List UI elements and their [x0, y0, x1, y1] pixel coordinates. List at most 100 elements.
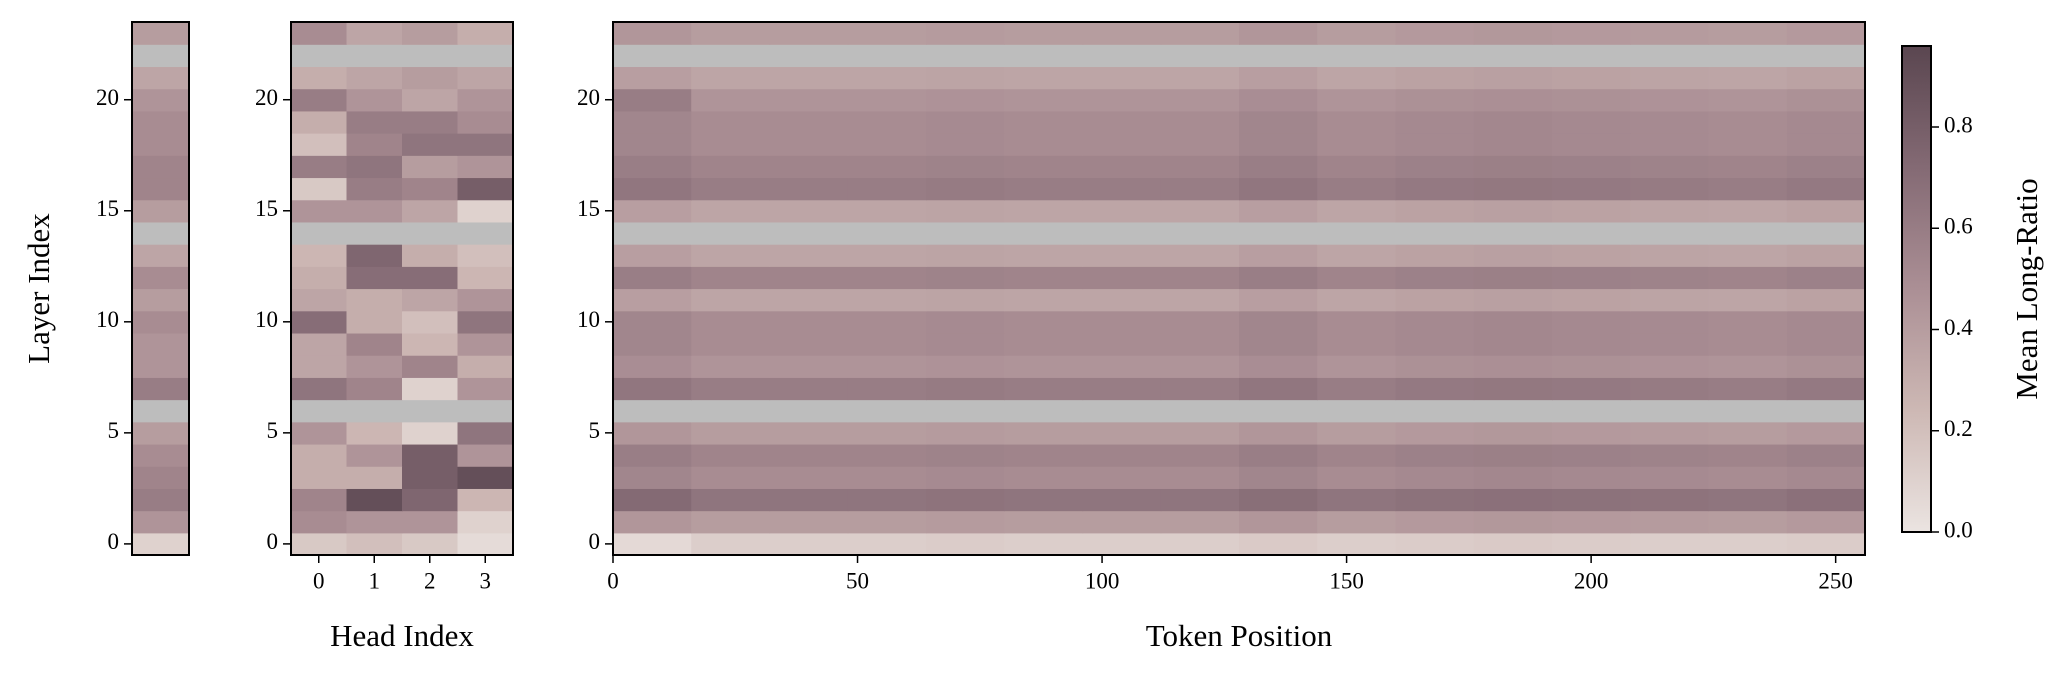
heat-cell [1473, 421, 1553, 445]
heat-cell [691, 443, 771, 467]
heat-cell [691, 466, 771, 489]
heat-cell [1160, 510, 1240, 534]
heat-cell [402, 133, 459, 156]
heat-cell [1630, 66, 1710, 90]
heat-cell [1317, 66, 1397, 90]
heat-cell [769, 377, 849, 401]
heat-cell [1082, 443, 1162, 467]
heat-cell [926, 310, 1005, 334]
heat-cell [346, 399, 403, 423]
heat-cell [691, 22, 771, 45]
heat-cell [1630, 110, 1710, 134]
heat-cell [1317, 88, 1397, 112]
heat-cell [1630, 266, 1710, 290]
x-tick-label: 2 [424, 568, 436, 593]
heat-cell [1082, 199, 1162, 223]
heat-cell [1317, 310, 1397, 334]
heat-cell [402, 466, 459, 489]
heat-cell [613, 421, 692, 445]
x-tick-label: 0 [313, 568, 325, 593]
heat-cell [346, 532, 403, 556]
heat-cell [1160, 355, 1240, 378]
heat-cell [291, 532, 348, 556]
heat-cell [691, 510, 771, 534]
heat-cell [1786, 377, 1866, 401]
y-tick-label: 20 [255, 85, 278, 110]
heat-cell [402, 44, 459, 68]
heat-cell [132, 488, 190, 512]
heat-cell [346, 44, 403, 68]
heat-cell [1395, 177, 1475, 201]
heat-cell [769, 532, 849, 556]
heat-cell [1708, 133, 1788, 156]
heat-cell [132, 22, 190, 45]
heat-cell [769, 177, 849, 201]
heat-cell [1004, 510, 1084, 534]
heat-cell [1160, 532, 1240, 556]
heat-cell [691, 355, 771, 378]
heat-cell [926, 266, 1005, 290]
heat-cell [1473, 288, 1553, 312]
heat-cell [402, 288, 459, 312]
heat-cell [1160, 177, 1240, 201]
heat-cell [291, 399, 348, 423]
heat-cell [1395, 355, 1475, 378]
heat-cell [1630, 244, 1710, 267]
heat-cell [691, 399, 771, 423]
heat-cell [1160, 88, 1240, 112]
heat-cell [132, 155, 190, 179]
heat-cell [1473, 399, 1553, 423]
heat-cell [1317, 399, 1397, 423]
x-tick-label: 200 [1574, 568, 1609, 593]
heat-cell [1552, 421, 1631, 445]
heat-cell [926, 110, 1005, 134]
heat-cell [132, 310, 190, 334]
heat-cell [1630, 133, 1710, 156]
heat-cell [1082, 177, 1162, 201]
heat-cell [1317, 266, 1397, 290]
heat-cell [1004, 421, 1084, 445]
heat-cell [1552, 288, 1631, 312]
heat-cell [346, 466, 403, 489]
heat-cell [1473, 133, 1553, 156]
heat-cell [613, 466, 692, 489]
heat-cell [1552, 221, 1631, 245]
heat-cell [1630, 421, 1710, 445]
heat-cell [1786, 199, 1866, 223]
x-axis-label: Token Position [1146, 618, 1333, 653]
heat-cell [346, 221, 403, 245]
heat-cell [1630, 177, 1710, 201]
heat-cell [291, 443, 348, 467]
heat-cell [291, 355, 348, 378]
y-tick-label: 0 [267, 529, 279, 554]
heat-cell [1082, 332, 1162, 356]
heat-cell [1786, 310, 1866, 334]
heat-cell [346, 110, 403, 134]
heat-cell [847, 310, 927, 334]
heat-cell [346, 88, 403, 112]
heat-cell [1473, 66, 1553, 90]
heat-cell [1786, 466, 1866, 489]
heat-cell [1082, 133, 1162, 156]
heat-cell [1004, 66, 1084, 90]
heat-cell [1552, 22, 1631, 45]
heat-cell [1082, 510, 1162, 534]
heat-cell [132, 221, 190, 245]
heat-cell [613, 377, 692, 401]
heat-cell [1552, 155, 1631, 179]
heat-cell [346, 22, 403, 45]
heat-cell [613, 288, 692, 312]
heat-cell [457, 244, 514, 267]
heat-cell [1160, 288, 1240, 312]
heat-cell [1004, 155, 1084, 179]
heat-cell [847, 510, 927, 534]
heat-cell [1395, 155, 1475, 179]
heat-cell [613, 221, 692, 245]
heat-cell [691, 488, 771, 512]
heat-cell [457, 421, 514, 445]
heat-cell [1239, 488, 1318, 512]
heat-cell [1239, 421, 1318, 445]
heat-cell [1552, 532, 1631, 556]
heat-cell [1473, 510, 1553, 534]
heat-cell [1473, 88, 1553, 112]
